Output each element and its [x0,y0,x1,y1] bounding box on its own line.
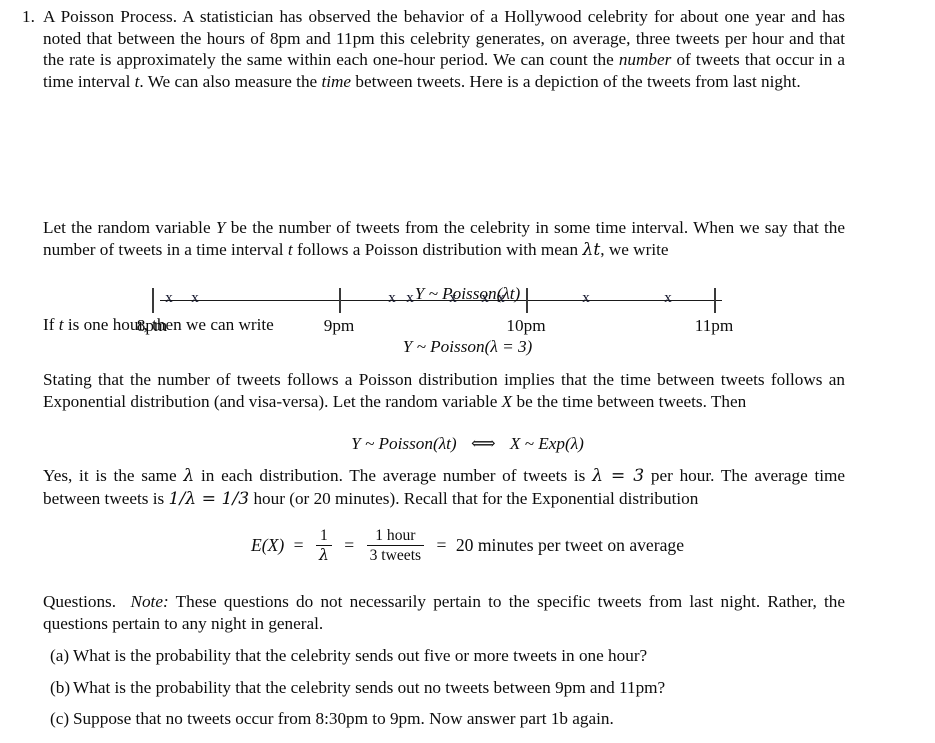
var-one-over-lambda: 1/λ = 1/3 [168,488,250,509]
stating-text-2: be the time between tweets. Then [516,391,747,411]
equation-equivalence: Y ~ Poisson(λt) ⟺ X ~ Exp(λ) [0,433,935,455]
paragraph-stating: Stating that the number of tweets follow… [43,369,845,412]
timeline-tick-10pm [526,288,528,313]
paragraph-let-random-variable: Let the random variable Y be the number … [43,217,845,261]
equivalence-left: Y ~ Poisson(λt) [351,434,457,453]
if-text-1: If [43,315,55,334]
fraction-1-numerator: 1 [319,527,328,544]
note-text: These questions do not necessarily perta… [43,592,845,633]
intro-text-1: A statistician has observed the behavior… [43,7,845,70]
let-text-1: Let the random variable [43,218,211,237]
problem-body: A Poisson Process. A statistician has ob… [43,6,845,92]
tweet-mark-9: x [664,290,672,306]
equation-poisson-lambda-t-text: Y ~ Poisson(λt) [414,284,521,303]
fraction-hour-over-tweets: 1 hour 3 tweets [366,527,425,565]
equation-poisson-lambda-3-text: Y ~ Poisson(λ = 3) [402,337,533,356]
question-item-b: (b) What is the probability that the cel… [50,677,845,699]
problem-number: 1. [22,7,35,26]
question-text-c: Suppose that no tweets occur from 8:30pm… [73,709,614,728]
equation-expected-value: E(X) = 1 λ = 1 hour 3 tweets = 20 minute… [0,527,935,565]
fraction-1-denominator: λ [315,545,332,564]
var-X: X [501,391,513,411]
equals-sign-1: = [293,534,304,555]
questions-note-block: Questions. Note: These questions do not … [43,591,845,634]
var-lambda-eq-3: λ = 3 [592,466,645,486]
fraction-2-denominator: 3 tweets [366,545,425,564]
equals-sign-2: = [344,534,355,555]
var-t-2: t [58,315,64,334]
question-label-a: (a) [50,646,70,665]
timeline-label-11pm: 11pm [694,316,734,335]
tweet-mark-1: x [165,290,173,306]
intro-text-4: between tweets. Here is a depiction of t… [355,71,801,91]
equation-poisson-lambda-t: Y ~ Poisson(λt) [0,283,935,305]
note-label: Note: [130,592,169,611]
expected-value-lhs: E(X) [250,534,285,555]
var-lambda-1: λ [183,466,195,486]
double-arrow-icon: ⟺ [470,434,496,453]
yes-text-1: Yes, it is the same [43,466,177,485]
timeline-tick-9pm [339,288,341,313]
intro-var-t: t [134,71,140,91]
stating-text-1: Stating that the number of tweets follow… [43,370,845,411]
intro-text-2: of tweets that occur in a time interval [43,50,846,91]
tweet-mark-5: x [449,290,457,306]
problem-title: A Poisson Process. [43,7,178,26]
tweet-mark-2: x [191,290,199,306]
question-item-c: (c) Suppose that no tweets occur from 8:… [50,708,845,730]
tweet-mark-6: x [481,290,489,306]
timeline-label-9pm: 9pm [323,316,355,335]
equivalence-right: X ~ Exp(λ) [509,434,584,453]
tweet-mark-8: x [582,290,590,306]
timeline-axis [160,300,722,302]
var-t: t [287,239,293,259]
tweet-mark-3: x [388,290,396,306]
intro-paragraph: A Poisson Process. A statistician has ob… [43,6,845,92]
fraction-one-over-lambda: 1 λ [315,527,332,565]
let-text-4: , we write [600,239,669,259]
expected-value-rhs: 20 minutes per tweet on average [455,534,685,555]
question-text-b: What is the probability that the celebri… [73,678,666,697]
intro-emph-number: number [618,50,672,70]
intro-text-3: . We can also measure the [139,71,318,91]
timeline-tick-8pm [152,288,154,313]
var-lambda-t: λt [582,239,601,260]
equals-sign-3: = [436,534,447,555]
paragraph-yes-same-lambda: Yes, it is the same λ in each distributi… [43,465,845,510]
yes-text-3: per hour. The average time between tweet… [43,466,846,508]
question-text-a: What is the probability that the celebri… [73,646,648,665]
question-label-c: (c) [50,709,70,728]
yes-text-2: in each distribution. The average number… [201,466,586,485]
question-item-a: (a) What is the probability that the cel… [50,645,845,667]
timeline-label-8pm: 8pm [136,316,168,335]
equation-poisson-lambda-3: Y ~ Poisson(λ = 3) [0,336,935,358]
timeline-label-10pm: 10pm [506,316,546,335]
if-text-2: is one hour, then we can write [67,315,274,334]
problem-1: 1. A Poisson Process. A statistician has… [22,6,845,92]
question-label-b: (b) [50,678,71,697]
timeline-tick-11pm [714,288,716,313]
fraction-2-numerator: 1 hour [375,527,416,544]
yes-text-4: hour (or 20 minutes). Recall that for th… [253,488,699,508]
tweet-mark-4: x [406,290,414,306]
tweet-mark-7: x [497,290,505,306]
paragraph-if-t-one-hour: If t is one hour, then we can write [43,314,845,336]
intro-emph-time: time [321,71,352,91]
let-text-2: be the number of tweets from the celebri… [43,218,846,259]
let-text-3: follows a Poisson distribution with mean [296,239,579,259]
questions-heading: Questions. [43,592,117,611]
var-Y: Y [215,218,226,237]
